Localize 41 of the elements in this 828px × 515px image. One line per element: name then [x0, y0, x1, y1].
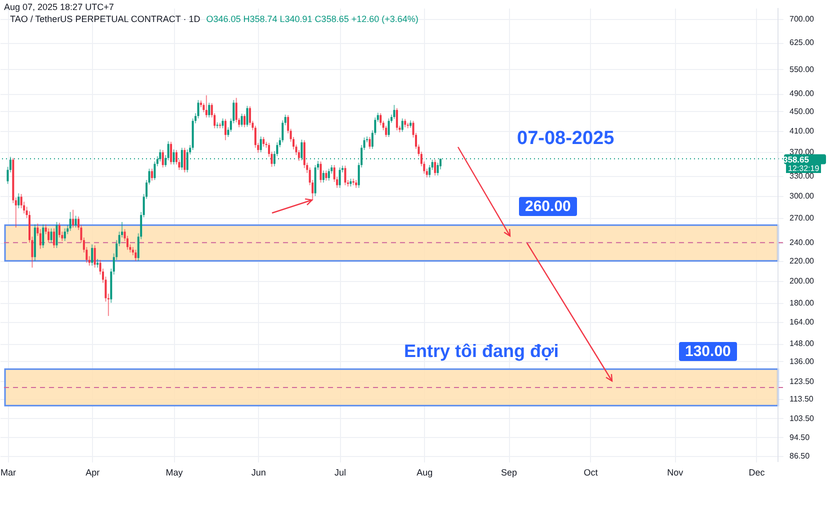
- annotation: Aug 07, 2025 18:27 UTC+7: [4, 2, 114, 12]
- y-tick-label: 220.00: [790, 256, 815, 266]
- y-tick-label: 550.00: [790, 64, 815, 74]
- y-tick-label: 164.00: [790, 318, 815, 327]
- x-tick-label: Jun: [251, 468, 266, 478]
- x-tick-label: Mar: [0, 468, 16, 478]
- x-tick-label: Sep: [501, 468, 518, 478]
- y-tick-label: 136.00: [790, 356, 815, 366]
- y-tick-label: 330.00: [790, 172, 815, 181]
- y-tick-label: 490.00: [790, 89, 815, 98]
- y-tick-label: 700.00: [790, 14, 815, 24]
- y-tick-label: 370.00: [790, 148, 815, 157]
- annotation: Entry tôi đang đợi: [404, 341, 559, 362]
- x-tick-label: Jul: [334, 468, 346, 478]
- x-tick-label: Dec: [748, 468, 766, 478]
- y-tick-label: 240.00: [790, 238, 815, 248]
- y-tick-label: 123.50: [790, 376, 815, 386]
- text: TAO / TetherUS PERPETUAL CONTRACT · 1D: [10, 14, 200, 24]
- x-tick-label: Oct: [584, 468, 598, 478]
- y-tick-label: 270.00: [790, 214, 815, 223]
- x-tick-label: Nov: [667, 468, 684, 478]
- ref-line-label: 358.65: [783, 154, 810, 164]
- x-tick-label: Aug: [416, 468, 433, 478]
- x-tick-label: Apr: [86, 468, 100, 478]
- text: O346.05 H358.74 L340.91 C358.65 +12.60 (+3.64%): [206, 14, 418, 24]
- y-tick-label: 180.00: [790, 298, 815, 308]
- y-tick-label: 103.50: [790, 414, 815, 423]
- y-tick-label: 113.50: [790, 394, 814, 404]
- y-tick-label: 148.00: [790, 339, 815, 348]
- annotation: 07-08-2025: [517, 128, 614, 150]
- y-tick-label: 410.00: [790, 126, 815, 136]
- y-tick-label: 86.50: [790, 451, 810, 460]
- y-tick-label: 200.00: [790, 276, 815, 286]
- annotation: 130.00: [679, 342, 737, 361]
- y-tick-label: 625.00: [790, 38, 815, 48]
- y-tick-label: 300.00: [790, 192, 815, 201]
- annotation: 260.00: [519, 197, 577, 216]
- text: 12:32:19: [786, 164, 822, 173]
- y-tick-label: 94.50: [790, 432, 810, 442]
- x-tick-label: May: [166, 468, 184, 478]
- y-tick-label: 450.00: [790, 106, 815, 116]
